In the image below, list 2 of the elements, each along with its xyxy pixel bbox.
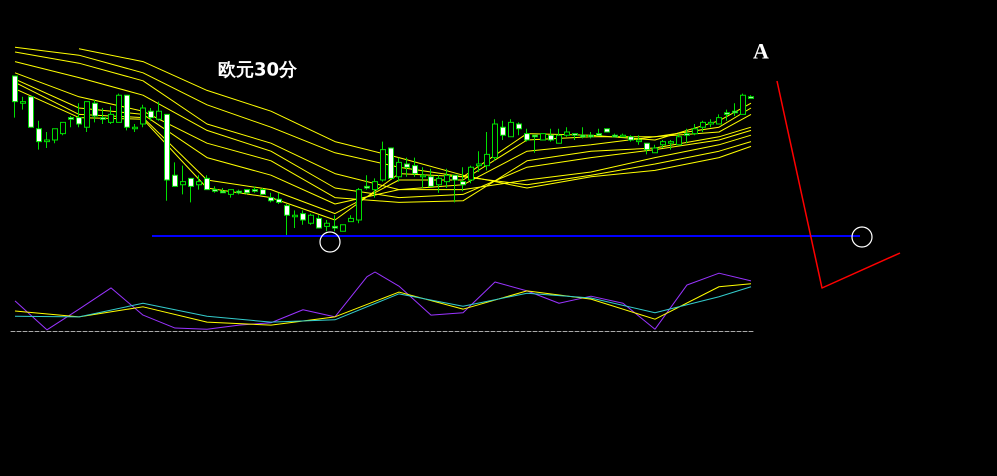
chart-title: 欧元30分 xyxy=(218,60,298,80)
text: A xyxy=(753,38,769,64)
